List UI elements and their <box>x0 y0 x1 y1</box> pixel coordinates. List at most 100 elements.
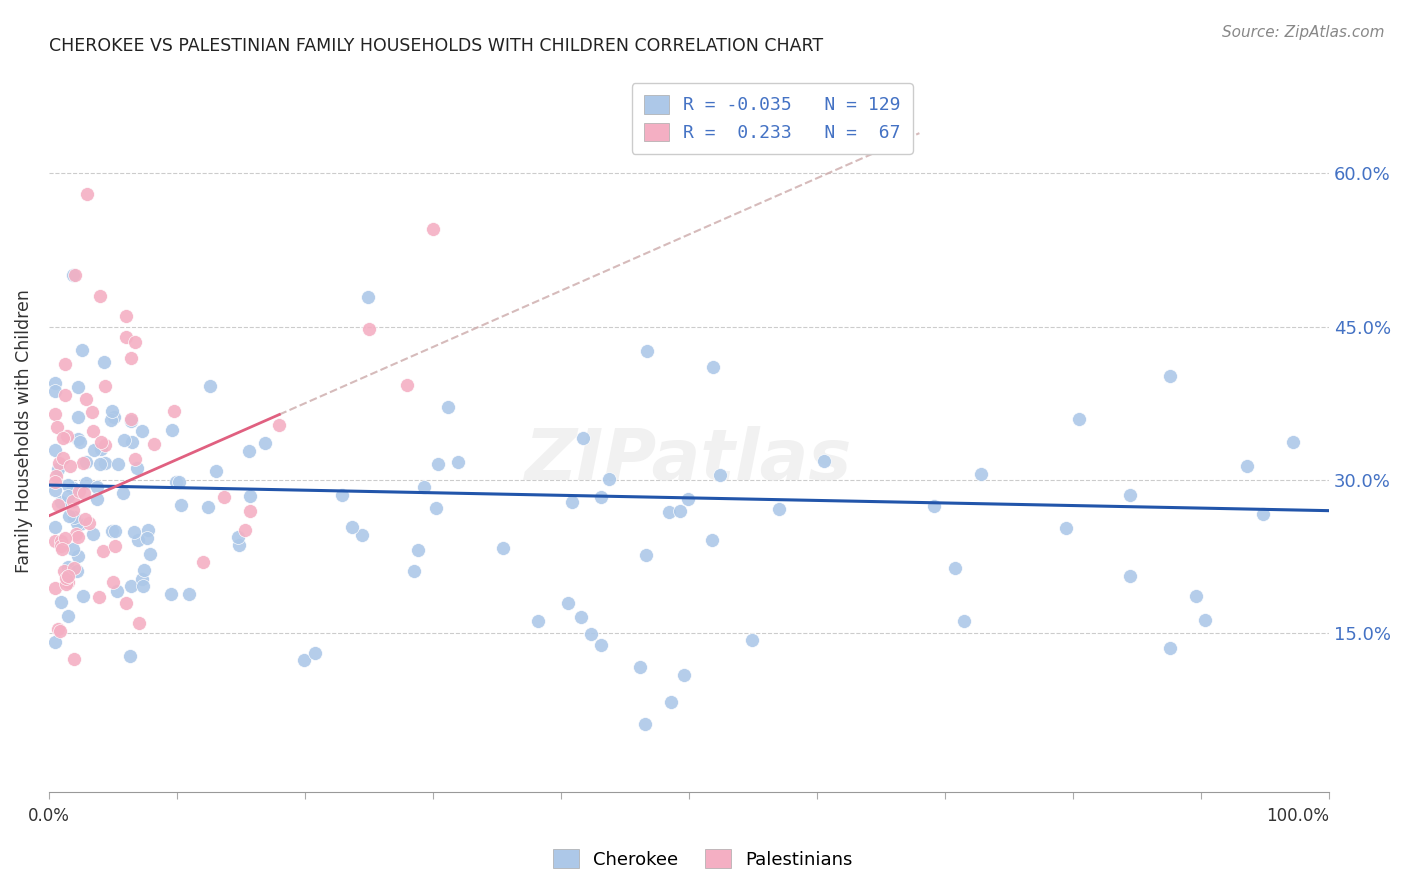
Point <box>62 652 84 666</box>
Point <box>447 455 470 469</box>
Point <box>139 547 162 561</box>
Point <box>579 627 602 641</box>
Point <box>48 456 70 470</box>
Point <box>69 516 91 531</box>
Point <box>112 486 135 500</box>
Point <box>62 494 84 508</box>
Point <box>46 498 69 512</box>
Point <box>131 572 153 586</box>
Point <box>634 548 657 562</box>
Point <box>94 457 117 471</box>
Point <box>700 533 723 547</box>
Point <box>86 491 108 506</box>
Point <box>44 475 66 489</box>
Point <box>73 511 96 525</box>
Point <box>45 469 67 483</box>
Point <box>59 458 82 473</box>
Point <box>51 595 73 609</box>
Point <box>813 454 835 468</box>
Point <box>44 581 66 595</box>
Point <box>1119 488 1142 502</box>
Point <box>357 290 380 304</box>
Point <box>62 481 84 495</box>
Point <box>72 589 94 603</box>
Point <box>413 480 436 494</box>
Point <box>44 376 66 390</box>
Point <box>63 268 86 283</box>
Point <box>1067 412 1090 426</box>
Point <box>90 435 112 450</box>
Point <box>65 564 87 578</box>
Point <box>55 357 77 371</box>
Point <box>1281 434 1303 449</box>
Point <box>1119 569 1142 583</box>
Point <box>741 632 763 647</box>
Point <box>124 334 146 349</box>
Point <box>82 527 104 541</box>
Point <box>75 454 97 468</box>
Point <box>658 506 681 520</box>
Point <box>91 544 114 558</box>
Point <box>44 634 66 648</box>
Legend: Cherokee, Palestinians: Cherokee, Palestinians <box>547 842 859 876</box>
Point <box>56 566 79 581</box>
Point <box>44 483 66 498</box>
Point <box>591 638 613 652</box>
Point <box>1054 521 1077 535</box>
Point <box>131 424 153 438</box>
Point <box>118 649 141 664</box>
Point <box>44 408 66 422</box>
Point <box>127 533 149 548</box>
Point <box>87 590 110 604</box>
Point <box>304 647 326 661</box>
Point <box>132 563 155 577</box>
Point <box>93 355 115 369</box>
Text: CHEROKEE VS PALESTINIAN FAMILY HOUSEHOLDS WITH CHILDREN CORRELATION CHART: CHEROKEE VS PALESTINIAN FAMILY HOUSEHOLD… <box>49 37 823 55</box>
Point <box>90 442 112 457</box>
Point <box>205 464 228 478</box>
Point <box>198 378 221 392</box>
Point <box>56 489 79 503</box>
Point <box>121 351 143 365</box>
Point <box>132 579 155 593</box>
Point <box>143 437 166 451</box>
Point <box>427 457 450 471</box>
Point <box>492 541 515 556</box>
Point <box>53 387 76 401</box>
Point <box>69 434 91 449</box>
Point <box>561 494 583 508</box>
Point <box>55 577 77 591</box>
Point <box>135 531 157 545</box>
Point <box>100 413 122 427</box>
Point <box>1159 640 1181 655</box>
Point <box>101 403 124 417</box>
Point <box>589 491 612 505</box>
Text: Source: ZipAtlas.com: Source: ZipAtlas.com <box>1222 25 1385 40</box>
Point <box>75 392 97 407</box>
Point <box>62 268 84 282</box>
Point <box>1185 589 1208 603</box>
Point <box>292 652 315 666</box>
Point <box>228 538 250 552</box>
Point <box>62 503 84 517</box>
Point <box>1159 369 1181 384</box>
Point <box>212 490 235 504</box>
Y-axis label: Family Households with Children: Family Households with Children <box>15 289 32 574</box>
Text: 0.0%: 0.0% <box>28 807 70 825</box>
Point <box>65 527 87 541</box>
Point <box>89 457 111 471</box>
Point <box>167 475 190 489</box>
Point <box>45 420 67 434</box>
Point <box>239 490 262 504</box>
Point <box>768 502 790 516</box>
Point <box>163 403 186 417</box>
Point <box>103 410 125 425</box>
Point <box>93 438 115 452</box>
Point <box>634 717 657 731</box>
Point <box>569 609 592 624</box>
Point <box>70 343 93 358</box>
Point <box>702 359 724 374</box>
Point <box>63 510 86 524</box>
Point <box>330 488 353 502</box>
Point <box>396 377 419 392</box>
